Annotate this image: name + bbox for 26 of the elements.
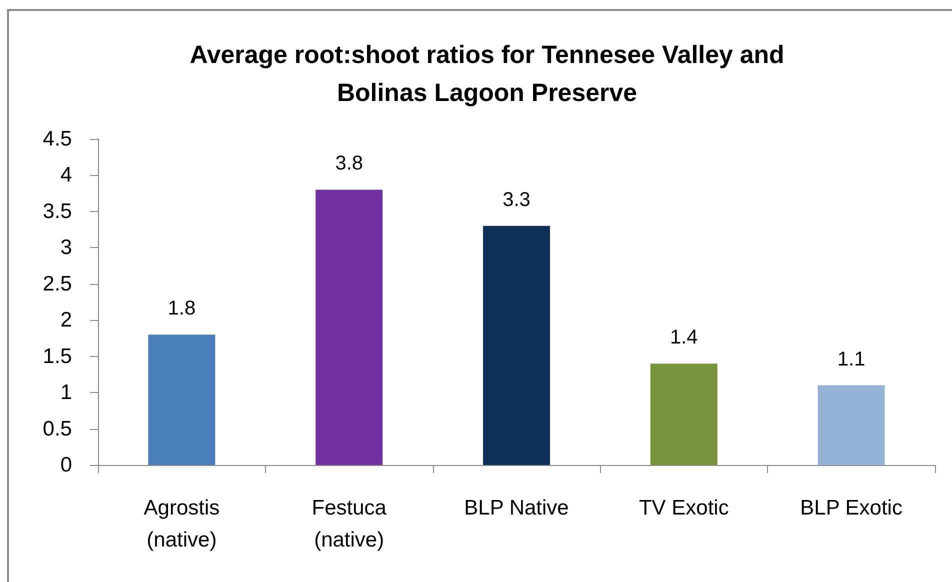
x-tick-label: BLP Native [464, 496, 569, 520]
data-label: 3.8 [335, 152, 364, 175]
y-tick-label: 4 [60, 164, 72, 187]
data-label: 1.8 [168, 298, 196, 320]
y-tick-label: 4.5 [42, 128, 72, 150]
y-tick-label: 3.5 [42, 200, 72, 223]
data-label: 1.4 [670, 326, 698, 349]
chart-title: Average root:shoot ratios for Tennesee Valley and Bolinas Lagoon Preserve [190, 41, 784, 107]
y-tick-label: 2 [60, 308, 72, 332]
x-tick-label: TV Exotic [638, 496, 729, 520]
x-tick-label: BLP Exotic [800, 496, 902, 520]
y-tick-label: 1.5 [42, 344, 72, 368]
y-tick-label: 0 [60, 454, 72, 476]
x-tick-label: Agrostis (native) [144, 496, 220, 552]
bar [316, 190, 383, 465]
bar [818, 385, 885, 465]
bar [148, 334, 216, 465]
y-tick-label: 0.5 [42, 417, 72, 440]
bar [483, 226, 550, 465]
data-label: 3.3 [502, 188, 530, 211]
y-tick-label: 2.5 [42, 272, 72, 296]
y-tick-label: 3 [60, 236, 72, 260]
x-tick-label: Festuca (native) [312, 496, 387, 552]
data-label: 1.1 [837, 348, 866, 370]
y-tick-label: 1 [60, 381, 72, 404]
bar [650, 364, 718, 465]
